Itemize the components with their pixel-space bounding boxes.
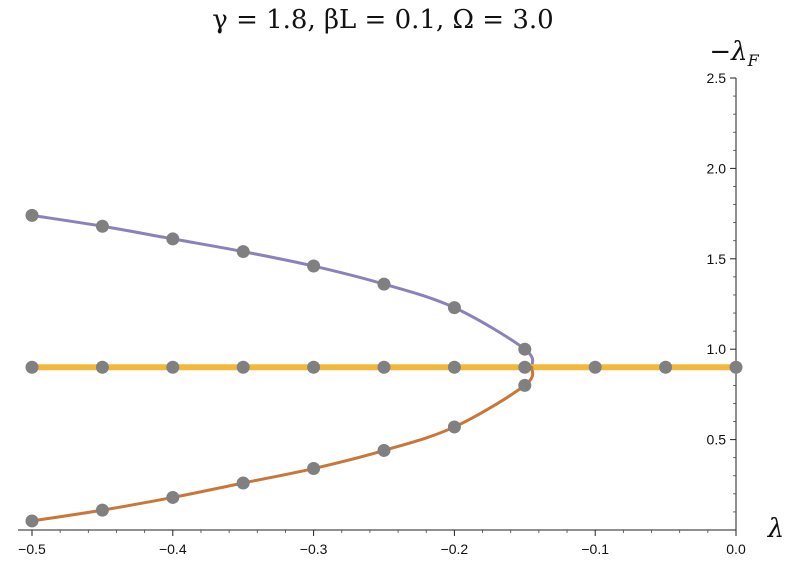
data-point <box>95 219 109 233</box>
data-point <box>236 476 250 490</box>
data-point <box>236 360 250 374</box>
y-ticks: 0.5 1.0 1.5 2.0 2.5 <box>707 70 736 513</box>
data-point <box>95 360 109 374</box>
y-axis-label-main: −λ <box>709 37 747 67</box>
data-point <box>307 462 321 476</box>
x-tick-label: −0.2 <box>441 541 469 557</box>
data-point <box>447 360 461 374</box>
y-axis-label-sub: F <box>747 51 760 70</box>
data-point <box>166 490 180 504</box>
x-tick-label: −0.3 <box>300 541 328 557</box>
data-point <box>25 208 39 222</box>
markers <box>25 208 743 528</box>
data-point <box>236 245 250 259</box>
data-point <box>377 360 391 374</box>
axes <box>18 78 737 531</box>
data-point <box>447 301 461 315</box>
data-point <box>588 360 602 374</box>
y-tick-label: 1.0 <box>707 341 727 357</box>
series-line-3 <box>30 365 535 523</box>
data-point <box>307 259 321 273</box>
x-tick-label: −0.4 <box>159 541 187 557</box>
y-axis-label: −λF <box>709 37 759 70</box>
x-tick-label: 0.0 <box>726 541 746 557</box>
data-point <box>447 420 461 434</box>
data-point <box>518 342 532 356</box>
series-line-1 <box>30 213 535 369</box>
data-point <box>25 514 39 528</box>
chart-title: γ = 1.8, βL = 0.1, Ω = 3.0 <box>212 5 553 35</box>
data-point <box>729 360 743 374</box>
data-point <box>377 443 391 457</box>
y-tick-label: 0.5 <box>707 432 727 448</box>
y-tick-label: 2.5 <box>707 70 727 86</box>
data-point <box>95 503 109 517</box>
data-point <box>166 360 180 374</box>
data-point <box>659 360 673 374</box>
x-axis-label: λ <box>767 514 784 544</box>
data-point <box>377 277 391 291</box>
data-point <box>307 360 321 374</box>
x-tick-label: −0.1 <box>581 541 609 557</box>
data-point <box>518 378 532 392</box>
y-tick-label: 2.0 <box>707 160 727 176</box>
x-ticks: −0.5 −0.4 −0.3 −0.2 −0.1 0.0 <box>18 530 746 557</box>
data-point <box>166 232 180 246</box>
data-point <box>518 360 532 374</box>
data-point <box>25 360 39 374</box>
x-tick-label: −0.5 <box>18 541 46 557</box>
y-tick-label: 1.5 <box>707 251 727 267</box>
